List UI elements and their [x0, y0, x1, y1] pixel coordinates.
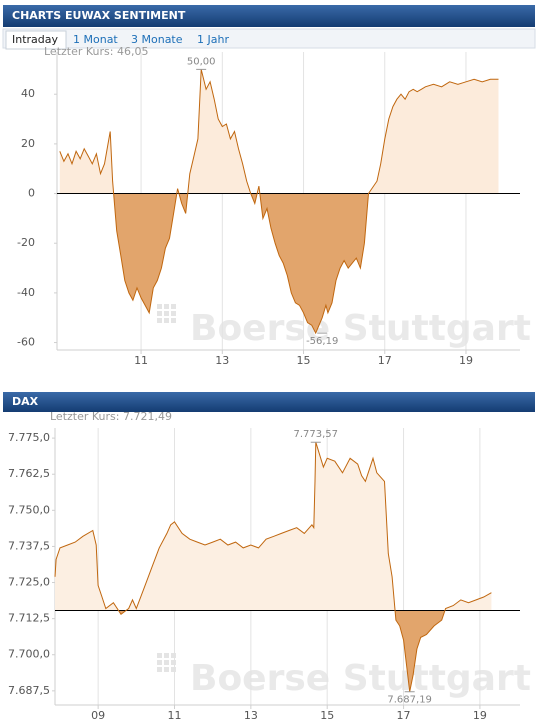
tab-active-box	[5, 30, 67, 50]
tab[interactable]: 1 Jahr	[197, 33, 229, 46]
tab-row	[2, 28, 536, 49]
y-tick-label: 7.687,5	[8, 684, 50, 697]
y-tick-label: 7.712,5	[8, 612, 50, 625]
y-tick-label: 7.725,0	[8, 576, 50, 589]
x-tick-label: 19	[473, 709, 487, 722]
x-tick-label: 11	[134, 354, 148, 367]
x-tick-label: 15	[320, 709, 334, 722]
area-below	[113, 193, 369, 334]
x-tick-label: 17	[397, 709, 411, 722]
y-tick-label: 7.775,0	[8, 431, 50, 444]
area-above	[59, 69, 499, 194]
y-tick-label: -20	[17, 236, 35, 249]
y-tick-label: 20	[21, 137, 35, 150]
y-tick-label: 0	[28, 187, 35, 200]
y-tick-label: -60	[17, 336, 35, 349]
line	[59, 69, 499, 335]
panel-title: DAX	[12, 395, 39, 408]
y-tick-label: 7.750,0	[8, 503, 50, 516]
line	[54, 442, 492, 692]
y-tick-label: 7.737,5	[8, 539, 50, 552]
tab[interactable]: 3 Monate	[131, 33, 183, 46]
header-bar	[3, 392, 535, 412]
subtitle: Letzter Kurs: 46,05	[44, 45, 148, 58]
x-tick-label: 13	[244, 709, 258, 722]
header-bar	[3, 5, 535, 27]
area-above	[55, 442, 492, 611]
annotation: -56,19	[306, 336, 338, 347]
watermark-icon	[157, 304, 176, 672]
watermark: Boerse Stuttgart	[190, 308, 531, 349]
y-tick-label: 40	[21, 87, 35, 100]
x-tick-label: 09	[91, 709, 105, 722]
x-tick-label: 17	[378, 354, 392, 367]
x-tick-label: 19	[459, 354, 473, 367]
x-tick-label: 11	[167, 709, 181, 722]
panel-title: CHARTS EUWAX SENTIMENT	[12, 9, 186, 22]
watermark: Boerse Stuttgart	[190, 658, 531, 699]
x-tick-label: 13	[215, 354, 229, 367]
y-tick-label: -40	[17, 286, 35, 299]
y-tick-label: 7.762,5	[8, 467, 50, 480]
x-tick-label: 15	[297, 354, 311, 367]
annotation: 50,00	[187, 56, 216, 67]
annotation: 7.687,19	[387, 695, 432, 706]
annotation: 7.773,57	[293, 429, 338, 440]
subtitle: Letzter Kurs: 7.721,49	[50, 410, 172, 423]
area-below	[118, 610, 445, 692]
y-tick-label: 7.700,0	[8, 648, 50, 661]
tab[interactable]: 1 Monat	[73, 33, 118, 46]
tab[interactable]: Intraday	[12, 33, 59, 46]
